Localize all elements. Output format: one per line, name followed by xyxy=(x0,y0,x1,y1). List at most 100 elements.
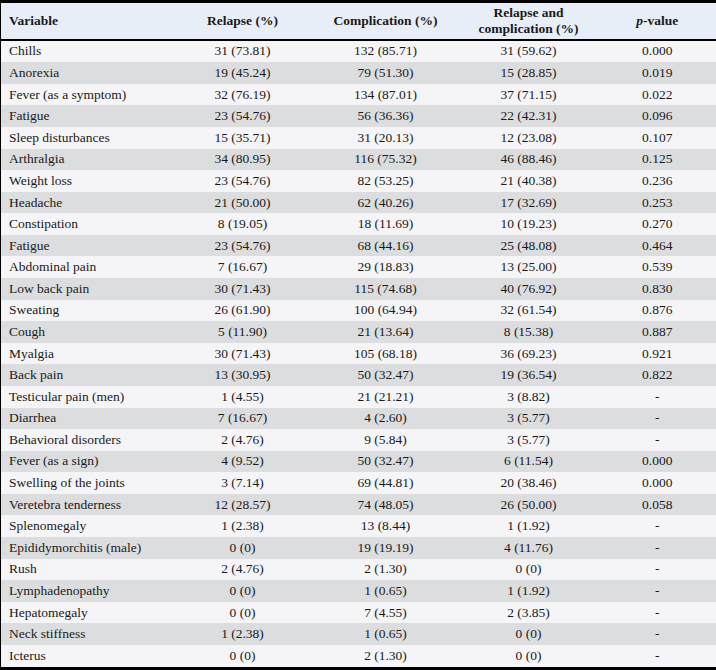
cell-relapse-and-complication: 19 (36.54) xyxy=(459,364,599,386)
cell-variable: Arthralgia xyxy=(1,149,173,171)
cell-complication: 2 (1.30) xyxy=(313,645,459,669)
cell-complication: 134 (87.01) xyxy=(313,84,459,106)
cell-p-value: - xyxy=(599,386,716,408)
cell-relapse: 1 (2.38) xyxy=(173,623,313,645)
cell-p-value: 0.000 xyxy=(599,40,716,63)
table-row: Splenomegaly 1 (2.38) 13 (8.44) 1 (1.92)… xyxy=(1,515,716,537)
cell-complication: 100 (64.94) xyxy=(313,300,459,322)
cell-variable: Rush xyxy=(1,559,173,581)
cell-complication: 21 (13.64) xyxy=(313,321,459,343)
column-header-complication: Complication (%) xyxy=(313,2,459,40)
table-row: Hepatomegaly 0 (0) 7 (4.55) 2 (3.85) - xyxy=(1,602,716,624)
cell-p-value: 0.236 xyxy=(599,170,716,192)
cell-p-value: 0.539 xyxy=(599,256,716,278)
cell-relapse-and-complication: 46 (88.46) xyxy=(459,149,599,171)
cell-relapse: 4 (9.52) xyxy=(173,451,313,473)
cell-relapse: 15 (35.71) xyxy=(173,127,313,149)
cell-relapse-and-complication: 36 (69.23) xyxy=(459,343,599,365)
cell-p-value: 0.887 xyxy=(599,321,716,343)
cell-variable: Myalgia xyxy=(1,343,173,365)
cell-relapse: 30 (71.43) xyxy=(173,278,313,300)
table-row: Fever (as a symptom) 32 (76.19) 134 (87.… xyxy=(1,84,716,106)
cell-relapse-and-complication: 37 (71.15) xyxy=(459,84,599,106)
cell-complication: 18 (11.69) xyxy=(313,213,459,235)
table-row: Icterus 0 (0) 2 (1.30) 0 (0) - xyxy=(1,645,716,669)
cell-complication: 19 (19.19) xyxy=(313,537,459,559)
cell-relapse: 32 (76.19) xyxy=(173,84,313,106)
cell-relapse-and-complication: 1 (1.92) xyxy=(459,580,599,602)
cell-variable: Behavioral disorders xyxy=(1,429,173,451)
cell-complication: 105 (68.18) xyxy=(313,343,459,365)
table-row: Chills 31 (73.81) 132 (85.71) 31 (59.62)… xyxy=(1,40,716,63)
column-header-variable: Variable xyxy=(1,2,173,40)
cell-relapse-and-complication: 0 (0) xyxy=(459,623,599,645)
cell-p-value: 0.921 xyxy=(599,343,716,365)
cell-relapse-and-complication: 3 (5.77) xyxy=(459,408,599,430)
table-row: Low back pain 30 (71.43) 115 (74.68) 40 … xyxy=(1,278,716,300)
cell-complication: 1 (0.65) xyxy=(313,580,459,602)
cell-complication: 9 (5.84) xyxy=(313,429,459,451)
cell-relapse: 23 (54.76) xyxy=(173,235,313,257)
cell-complication: 21 (21.21) xyxy=(313,386,459,408)
cell-p-value: 0.270 xyxy=(599,213,716,235)
cell-p-value: 0.125 xyxy=(599,149,716,171)
cell-variable: Chills xyxy=(1,40,173,63)
cell-relapse-and-complication: 8 (15.38) xyxy=(459,321,599,343)
cell-variable: Swelling of the joints xyxy=(1,472,173,494)
table-row: Sweating 26 (61.90) 100 (64.94) 32 (61.5… xyxy=(1,300,716,322)
cell-variable: Low back pain xyxy=(1,278,173,300)
cell-complication: 116 (75.32) xyxy=(313,149,459,171)
cell-complication: 13 (8.44) xyxy=(313,515,459,537)
p-value-rest: -value xyxy=(643,13,678,28)
column-header-relapse-and-complication: Relapse and complication (%) xyxy=(459,2,599,40)
cell-variable: Sleep disturbances xyxy=(1,127,173,149)
cell-variable: Anorexia xyxy=(1,62,173,84)
symptoms-statistics-table: Variable Relapse (%) Complication (%) Re… xyxy=(0,0,716,670)
cell-p-value: 0.107 xyxy=(599,127,716,149)
cell-complication: 7 (4.55) xyxy=(313,602,459,624)
cell-relapse: 12 (28.57) xyxy=(173,494,313,516)
table-row: Back pain 13 (30.95) 50 (32.47) 19 (36.5… xyxy=(1,364,716,386)
cell-p-value: 0.058 xyxy=(599,494,716,516)
cell-relapse: 23 (54.76) xyxy=(173,105,313,127)
table-row: Sleep disturbances 15 (35.71) 31 (20.13)… xyxy=(1,127,716,149)
cell-relapse: 2 (4.76) xyxy=(173,429,313,451)
cell-relapse-and-complication: 22 (42.31) xyxy=(459,105,599,127)
table-row: Neck stiffness 1 (2.38) 1 (0.65) 0 (0) - xyxy=(1,623,716,645)
table-row: Arthralgia 34 (80.95) 116 (75.32) 46 (88… xyxy=(1,149,716,171)
cell-relapse-and-complication: 1 (1.92) xyxy=(459,515,599,537)
cell-p-value: - xyxy=(599,645,716,669)
cell-relapse-and-complication: 3 (5.77) xyxy=(459,429,599,451)
cell-relapse: 7 (16.67) xyxy=(173,256,313,278)
cell-complication: 50 (32.47) xyxy=(313,451,459,473)
cell-relapse-and-complication: 15 (28.85) xyxy=(459,62,599,84)
cell-complication: 2 (1.30) xyxy=(313,559,459,581)
table-row: Behavioral disorders 2 (4.76) 9 (5.84) 3… xyxy=(1,429,716,451)
cell-variable: Fatigue xyxy=(1,235,173,257)
table-row: Headache 21 (50.00) 62 (40.26) 17 (32.69… xyxy=(1,192,716,214)
table-row: Fatigue 23 (54.76) 56 (36.36) 22 (42.31)… xyxy=(1,105,716,127)
cell-p-value: 0.253 xyxy=(599,192,716,214)
table-row: Weight loss 23 (54.76) 82 (53.25) 21 (40… xyxy=(1,170,716,192)
cell-complication: 132 (85.71) xyxy=(313,40,459,63)
cell-p-value: 0.000 xyxy=(599,451,716,473)
cell-complication: 62 (40.26) xyxy=(313,192,459,214)
table-body: Chills 31 (73.81) 132 (85.71) 31 (59.62)… xyxy=(1,40,716,669)
cell-relapse-and-complication: 12 (23.08) xyxy=(459,127,599,149)
cell-complication: 29 (18.83) xyxy=(313,256,459,278)
table-row: Anorexia 19 (45.24) 79 (51.30) 15 (28.85… xyxy=(1,62,716,84)
cell-relapse: 21 (50.00) xyxy=(173,192,313,214)
cell-relapse-and-complication: 10 (19.23) xyxy=(459,213,599,235)
table-row: Epididymorchitis (male) 0 (0) 19 (19.19)… xyxy=(1,537,716,559)
cell-relapse-and-complication: 0 (0) xyxy=(459,559,599,581)
column-header-p-value: p-value xyxy=(599,2,716,40)
cell-variable: Testicular pain (men) xyxy=(1,386,173,408)
cell-p-value: 0.096 xyxy=(599,105,716,127)
table-row: Abdominal pain 7 (16.67) 29 (18.83) 13 (… xyxy=(1,256,716,278)
cell-relapse-and-complication: 0 (0) xyxy=(459,645,599,669)
cell-relapse: 34 (80.95) xyxy=(173,149,313,171)
table-row: Veretebra tenderness 12 (28.57) 74 (48.0… xyxy=(1,494,716,516)
table-row: Cough 5 (11.90) 21 (13.64) 8 (15.38) 0.8… xyxy=(1,321,716,343)
table-row: Swelling of the joints 3 (7.14) 69 (44.8… xyxy=(1,472,716,494)
cell-variable: Constipation xyxy=(1,213,173,235)
